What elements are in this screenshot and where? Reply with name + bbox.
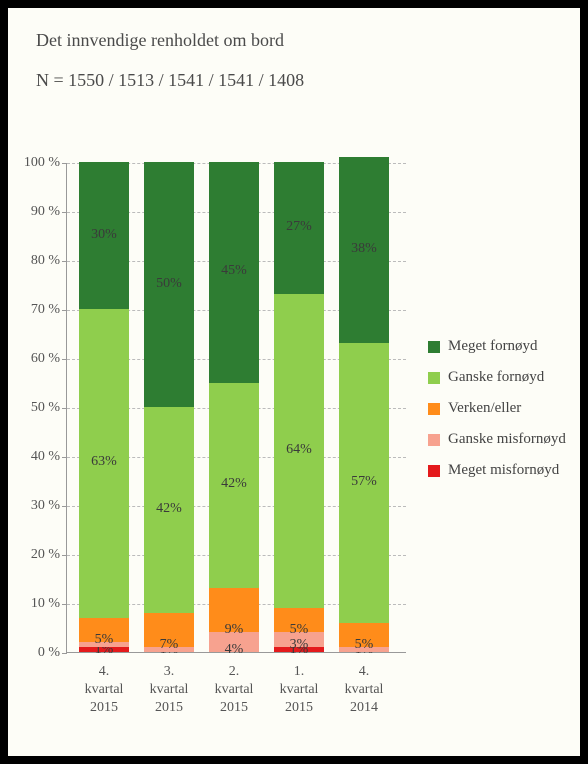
y-tick [62, 457, 67, 458]
legend-item: Meget fornøyd [428, 338, 566, 355]
y-tick [62, 653, 67, 654]
chart-title: Det innvendige renholdet om bord [36, 30, 284, 51]
bar-group: 1%5%63%30% [79, 162, 129, 652]
bar-value-label: 30% [79, 227, 129, 243]
bar-group: 1%3%5%64%27% [274, 162, 324, 652]
bar-value-label: 57% [339, 474, 389, 490]
bar-value-label: 63% [79, 454, 129, 470]
bar-value-label: 42% [144, 501, 194, 517]
legend-label: Ganske fornøyd [448, 369, 544, 386]
legend-item: Ganske fornøyd [428, 369, 566, 386]
bar-value-label: 64% [274, 442, 324, 458]
legend-label: Meget misfornøyd [448, 462, 559, 479]
x-axis-label: 4.kvartal2015 [74, 663, 134, 718]
y-axis-label: 90 % [10, 204, 60, 220]
legend-swatch [428, 372, 440, 384]
y-axis-label: 30 % [10, 498, 60, 514]
bar-value-label: 4% [209, 642, 259, 658]
y-tick [62, 555, 67, 556]
bar-value-label: 5% [79, 632, 129, 648]
y-tick [62, 604, 67, 605]
y-tick [62, 506, 67, 507]
chart-canvas: Det innvendige renholdet om bord N = 155… [8, 8, 580, 756]
bar-group: 1%5%57%38% [339, 162, 389, 652]
y-axis-label: 100 % [10, 155, 60, 171]
bar-value-label: 9% [209, 622, 259, 638]
y-axis-label: 70 % [10, 302, 60, 318]
y-tick [62, 359, 67, 360]
bar-value-label: 45% [209, 263, 259, 279]
plot-area: 0 %10 %20 %30 %40 %50 %60 %70 %80 %90 %1… [66, 163, 406, 653]
x-axis-label: 1.kvartal2015 [269, 663, 329, 718]
bar-value-label: 38% [339, 241, 389, 257]
legend-swatch [428, 465, 440, 477]
legend-swatch [428, 434, 440, 446]
bar-value-label: 7% [144, 637, 194, 653]
legend-swatch [428, 341, 440, 353]
bar-value-label: 5% [274, 622, 324, 638]
y-axis-label: 0 % [10, 645, 60, 661]
y-tick [62, 212, 67, 213]
bar-value-label: 5% [339, 637, 389, 653]
y-axis-label: 10 % [10, 596, 60, 612]
chart-subtitle: N = 1550 / 1513 / 1541 / 1541 / 1408 [36, 70, 304, 91]
y-tick [62, 261, 67, 262]
y-axis-label: 50 % [10, 400, 60, 416]
legend-item: Meget misfornøyd [428, 462, 566, 479]
y-axis-label: 80 % [10, 253, 60, 269]
legend-label: Meget fornøyd [448, 338, 538, 355]
plot: 0 %10 %20 %30 %40 %50 %60 %70 %80 %90 %1… [66, 163, 406, 653]
legend-label: Verken/eller [448, 400, 521, 417]
bar-value-label: 50% [144, 276, 194, 292]
legend-label: Ganske misfornøyd [448, 431, 566, 448]
bar-group: 4%9%42%45% [209, 162, 259, 652]
chart-frame: Det innvendige renholdet om bord N = 155… [0, 0, 588, 764]
legend-swatch [428, 403, 440, 415]
legend-item: Verken/eller [428, 400, 566, 417]
y-tick [62, 163, 67, 164]
bar-group: 1%7%42%50% [144, 162, 194, 652]
y-axis-label: 40 % [10, 449, 60, 465]
x-axis-label: 4.kvartal2014 [334, 663, 394, 718]
bar-value-label: 27% [274, 219, 324, 235]
legend: Meget fornøyd Ganske fornøyd Verken/eller G… [428, 338, 566, 493]
y-axis-label: 20 % [10, 547, 60, 563]
bar-value-label: 3% [274, 637, 324, 653]
bar-value-label: 42% [209, 476, 259, 492]
y-axis-label: 60 % [10, 351, 60, 367]
y-tick [62, 408, 67, 409]
legend-item: Ganske misfornøyd [428, 431, 566, 448]
x-axis-label: 3.kvartal2015 [139, 663, 199, 718]
x-axis-label: 2.kvartal2015 [204, 663, 264, 718]
y-tick [62, 310, 67, 311]
